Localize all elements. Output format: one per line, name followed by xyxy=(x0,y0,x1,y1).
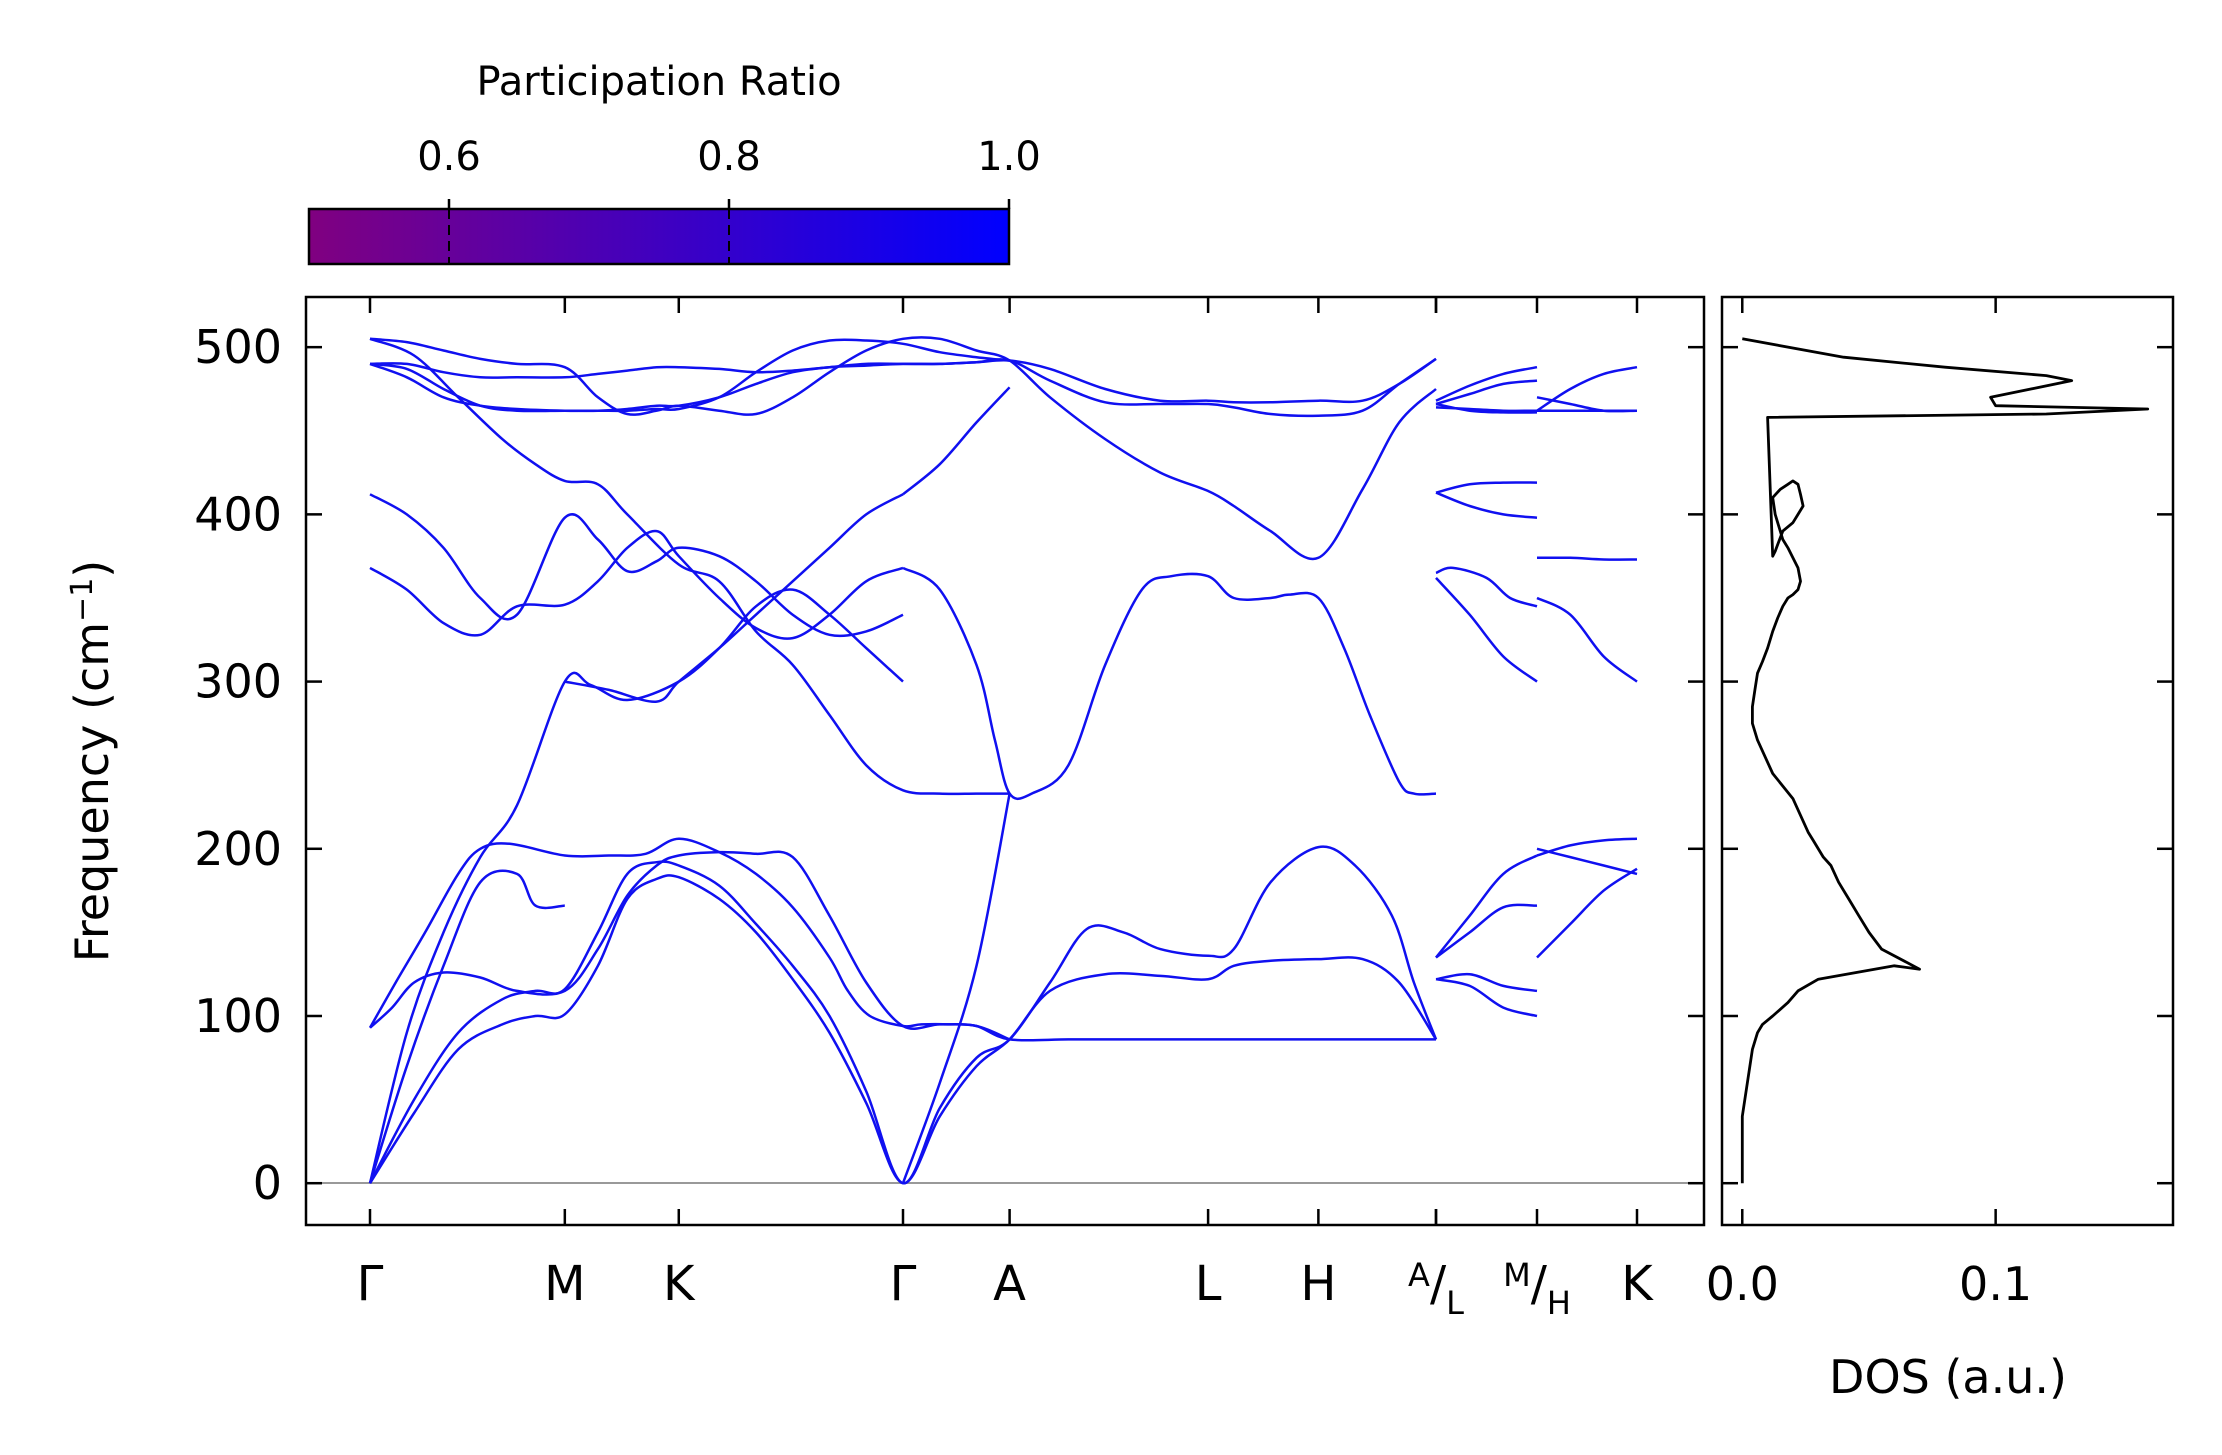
phonon-branch-17 xyxy=(902,386,1011,496)
split-label-lower: H xyxy=(1547,1284,1571,1322)
high-symmetry-label: Γ xyxy=(357,1256,384,1312)
phonon-branch-29 xyxy=(1435,406,1538,413)
colorbar-tick-label: 0.8 xyxy=(697,134,761,180)
dos-x-tick-label: 0.0 xyxy=(1706,1257,1779,1311)
colorbar-tick-label: 1.0 xyxy=(977,134,1041,180)
y-tick-label: 0 xyxy=(253,1156,282,1210)
phonon-branch-35 xyxy=(1536,365,1638,412)
high-symmetry-label: H xyxy=(1300,1256,1336,1312)
dos-axis-ticks: 0.0 0.1 xyxy=(1706,297,2173,1311)
y-tick-label: 300 xyxy=(194,655,282,709)
phonon-branch-1 xyxy=(368,874,1438,1185)
colorbar: Participation Ratio 0.6 0.8 1.0 xyxy=(307,59,1041,266)
phonon-branch-3 xyxy=(369,850,1011,1041)
colorbar-tick-label: 0.6 xyxy=(417,134,481,180)
phonon-branch-10 xyxy=(369,337,1010,796)
dos-axes-frame xyxy=(1720,295,2175,1227)
phonon-branch-16 xyxy=(901,793,1011,1184)
phonon-branch-34 xyxy=(1536,556,1638,561)
phonon-branch-23 xyxy=(1435,577,1538,683)
dos-x-axis-label: DOS (a.u.) xyxy=(1829,1350,2067,1404)
high-symmetry-label: L xyxy=(1195,1256,1222,1312)
split-label-lower: L xyxy=(1446,1284,1464,1322)
split-label-slash: / xyxy=(1531,1256,1548,1312)
phonon-branch-4 xyxy=(368,837,1436,1042)
phonon-branch-21 xyxy=(1435,972,1538,993)
dos-panel: 0.0 0.1 DOS (a.u.) xyxy=(1706,295,2175,1404)
dos-x-tick-label: 0.1 xyxy=(1959,1257,2032,1311)
y-tick-label: 200 xyxy=(194,822,282,876)
phonon-branch-31 xyxy=(1536,847,1638,876)
phonon-branch-7 xyxy=(369,529,904,640)
colorbar-ticks: 0.6 0.8 1.0 xyxy=(417,134,1041,264)
y-tick-label: 100 xyxy=(194,989,282,1043)
y-tick-label: 400 xyxy=(194,487,282,541)
high-symmetry-label: M xyxy=(544,1256,585,1312)
split-label-upper: A xyxy=(1408,1256,1430,1294)
high-symmetry-label: K xyxy=(663,1256,696,1312)
phonon-branch-32 xyxy=(1536,867,1638,959)
phonon-branch-2 xyxy=(368,845,1438,1185)
phonon-branch-30 xyxy=(1536,837,1638,857)
phonon-branch-26 xyxy=(1435,365,1538,402)
colorbar-gradient xyxy=(307,207,1011,266)
phonon-branch-27 xyxy=(1435,379,1538,406)
phonon-branch-9 xyxy=(564,493,904,703)
high-symmetry-label: K xyxy=(1621,1256,1654,1312)
dos-lines xyxy=(1740,337,2150,1184)
y-axis-label: Frequency (cm−1) xyxy=(65,560,119,963)
y-axis-label-end: ) xyxy=(65,560,119,578)
phonon-branch-33 xyxy=(1536,596,1638,683)
phonon-branch-13 xyxy=(369,357,1437,404)
split-symmetry-label: A/L xyxy=(1408,1256,1464,1322)
colorbar-label: Participation Ratio xyxy=(476,59,841,105)
phonon-branch-8 xyxy=(369,493,904,638)
split-symmetry-label: M/H xyxy=(1503,1256,1571,1322)
phonon-branch-22 xyxy=(1435,566,1538,608)
y-tick-label: 500 xyxy=(194,320,282,374)
phonon-branch-6 xyxy=(368,869,565,1184)
high-symmetry-label: Γ xyxy=(890,1256,917,1312)
phonon-branch-36 xyxy=(1536,396,1638,413)
phonon-branch-25 xyxy=(1435,491,1538,519)
phonon-branch-11 xyxy=(369,336,1437,561)
dos-curve xyxy=(1740,337,2150,1184)
split-label-upper: M xyxy=(1503,1256,1531,1294)
band-axes-frame xyxy=(304,295,1706,1227)
phonon-branch-18 xyxy=(1435,854,1538,959)
phonon-branch-15 xyxy=(902,566,1437,801)
high-symmetry-label: A xyxy=(993,1256,1026,1312)
phonon-branch-20 xyxy=(1435,977,1538,1018)
band-lines xyxy=(368,336,1638,1185)
y-axis-label-sup: −1 xyxy=(65,578,100,622)
phonon-branch-24 xyxy=(1435,481,1538,494)
y-axis-label-main: Frequency (cm xyxy=(65,622,119,962)
split-label-slash: / xyxy=(1430,1256,1447,1312)
phonon-branch-19 xyxy=(1435,903,1538,959)
phonon-branch-14 xyxy=(369,357,1437,418)
